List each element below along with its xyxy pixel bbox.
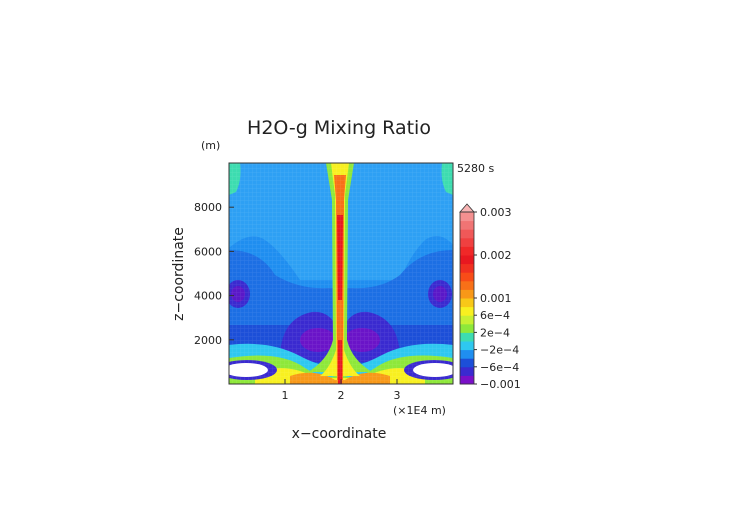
colorbar-swatch bbox=[460, 289, 474, 299]
x-tick-label: 1 bbox=[282, 389, 289, 402]
y-tick-label: 4000 bbox=[194, 290, 222, 303]
x-tick-label: 3 bbox=[394, 389, 401, 402]
colorbar-swatch bbox=[460, 229, 474, 239]
colorbar-swatch bbox=[460, 237, 474, 247]
colorbar-swatch bbox=[460, 323, 474, 333]
colorbar-swatch bbox=[460, 341, 474, 351]
colorbar-swatch bbox=[460, 332, 474, 342]
x-axis: 1 2 3 bbox=[282, 379, 401, 402]
x-unit-label: (×1E4 m) bbox=[393, 404, 446, 417]
chart-title: H2O-g Mixing Ratio bbox=[247, 117, 431, 139]
colorbar-swatch bbox=[460, 255, 474, 265]
colorbar-swatch bbox=[460, 315, 474, 325]
colorbar-swatch bbox=[460, 263, 474, 273]
colorbar-tick-label: −2e−4 bbox=[480, 344, 519, 357]
colorbar-swatch bbox=[460, 349, 474, 359]
colorbar-swatch bbox=[460, 280, 474, 290]
y-axis-label: z−coordinate bbox=[171, 227, 187, 321]
colorbar-swatch bbox=[460, 358, 474, 368]
colorbar-swatch bbox=[460, 212, 474, 222]
colorbar-swatch bbox=[460, 306, 474, 316]
colorbar-swatch bbox=[460, 366, 474, 376]
y-tick-label: 6000 bbox=[194, 245, 222, 258]
colorbar: 0.003 0.002 0.001 6e−4 2e−4 −2e−4 −6e−4 −0.001 bbox=[459, 203, 521, 391]
colorbar-tick-label: 2e−4 bbox=[480, 326, 510, 339]
colorbar-tick-label: −0.001 bbox=[480, 378, 521, 391]
colorbar-swatch bbox=[460, 272, 474, 282]
x-tick-label: 2 bbox=[338, 389, 345, 402]
colorbar-extend-arrow bbox=[459, 203, 475, 213]
y-tick-label: 8000 bbox=[194, 201, 222, 214]
y-tick-label: 2000 bbox=[194, 334, 222, 347]
colorbar-swatch bbox=[460, 220, 474, 230]
colorbar-tick-label: 0.002 bbox=[480, 249, 512, 262]
colorbar-tick-label: 0.003 bbox=[480, 206, 512, 219]
y-unit-label: (m) bbox=[201, 139, 220, 152]
heatmap-field bbox=[229, 163, 453, 384]
y-axis: 2000 4000 6000 8000 bbox=[194, 201, 234, 347]
colorbar-tick-label: −6e−4 bbox=[480, 361, 519, 374]
grid-overlay bbox=[229, 163, 453, 384]
colorbar-tick-label: 0.001 bbox=[480, 292, 512, 305]
time-label: 5280 s bbox=[457, 162, 494, 175]
colorbar-swatch bbox=[460, 375, 474, 385]
colorbar-swatch bbox=[460, 246, 474, 256]
colorbar-tick-label: 6e−4 bbox=[480, 309, 510, 322]
colorbar-swatch bbox=[460, 298, 474, 308]
x-axis-label: x−coordinate bbox=[292, 426, 387, 442]
